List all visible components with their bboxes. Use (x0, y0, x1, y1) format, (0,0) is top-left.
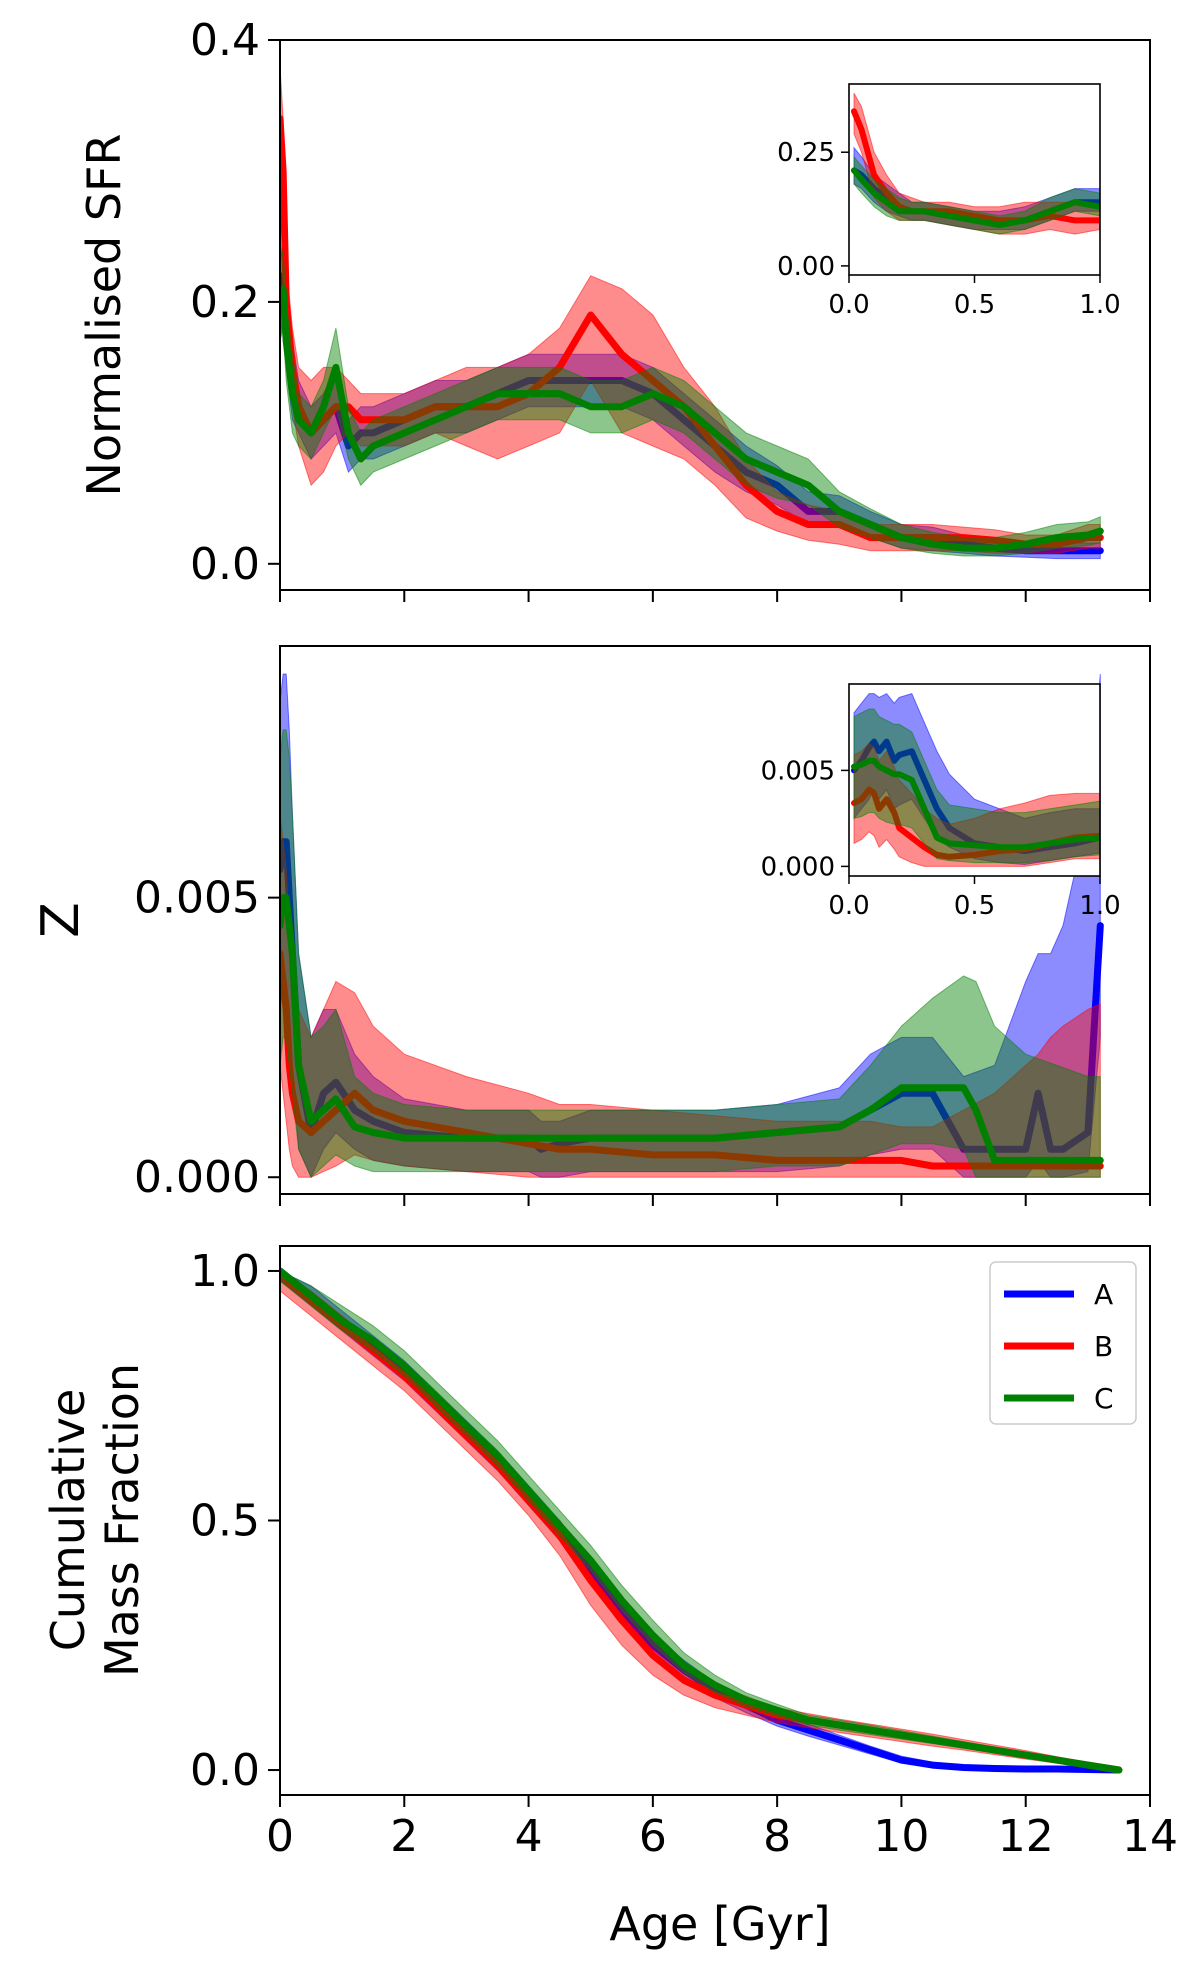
y-tick-label: 0.2 (190, 277, 260, 328)
inset-x-tick-label: 0.0 (828, 290, 869, 320)
legend-label-C: C (1094, 1382, 1114, 1415)
y-tick-label: 0.000 (134, 1152, 260, 1203)
inset-y-tick-label: 0.000 (761, 852, 835, 882)
legend-label-A: A (1094, 1278, 1113, 1311)
x-tick-label: 14 (1122, 1811, 1178, 1862)
series-line-C (280, 285, 1104, 552)
y-axis-label-line: Normalised SFR (77, 134, 131, 497)
inset-band-A (853, 692, 1100, 866)
y-axis-label-line: Cumulative (41, 1389, 95, 1652)
series-band-B (280, 66, 1101, 554)
x-tick-label: 6 (639, 1811, 667, 1862)
y-tick-label: 0.4 (190, 15, 260, 66)
x-tick-label: 0 (266, 1811, 294, 1862)
cumulative-mass-panel: 0 2 4 6 8 10 12 14 0.0 0.5 1.0 CumulativeMass Fract… (41, 1245, 1178, 1862)
plot-area (280, 1267, 1123, 1774)
inset-x-tick-label: 0.5 (954, 290, 995, 320)
inset-line-C (851, 167, 1100, 228)
x-tick-label: 12 (998, 1811, 1054, 1862)
axes-frame (279, 39, 1151, 591)
inset: 0.0 0.5 1.0 0.000 0.005 (761, 683, 1121, 921)
x-tick-label: 10 (873, 1811, 929, 1862)
inset: 0.0 0.5 1.0 0.00 0.25 (777, 83, 1121, 320)
inset-y-tick-label: 0.25 (777, 138, 835, 168)
inset-y-tick-label: 0.00 (777, 252, 835, 282)
inset-background (849, 84, 1100, 275)
inset-line-C (851, 757, 1100, 851)
plot-area (280, 66, 1104, 560)
inset-x-tick-label: 1.0 (1079, 290, 1120, 320)
y-tick-label: 0.5 (190, 1496, 260, 1547)
sfr-panel: 0.0 0.2 0.4 Normalised SFR 0.0 0.5 1.0 0.00 0.25 (77, 15, 1151, 602)
metallicity-panel: 0.000 0.005 Z 0.0 0.5 1.0 0.000 0.005 (31, 645, 1151, 1206)
inset-x-tick-label: 0.5 (954, 891, 995, 921)
inset-plot-area (851, 692, 1100, 867)
y-axis-label-line: Mass Fraction (95, 1363, 149, 1677)
series-line-B (280, 950, 1104, 1170)
inset-y-tick-label: 0.005 (761, 756, 835, 786)
series-band-C (280, 729, 1101, 1179)
series-line-C (280, 1267, 1123, 1774)
inset-x-tick-label: 0.0 (828, 891, 869, 921)
inset-band-B (853, 742, 1100, 867)
x-tick-label: 2 (390, 1811, 418, 1862)
inset-plot-area (851, 92, 1100, 235)
y-tick-label: 1.0 (190, 1246, 260, 1297)
series-line-A (280, 1267, 1123, 1774)
axes-frame (279, 645, 1151, 1195)
legend-label-B: B (1094, 1330, 1113, 1363)
legend: ABC (989, 1261, 1137, 1425)
y-axis-label: Normalised SFR (77, 134, 131, 497)
x-axis-label: Age [Gyr] (609, 1897, 830, 1951)
series-band-C (280, 249, 1101, 557)
y-axis-label: CumulativeMass Fraction (41, 1363, 149, 1677)
series-line-B (280, 115, 1104, 548)
x-tick-label: 4 (515, 1811, 543, 1862)
plot-area (280, 673, 1104, 1179)
y-axis-label-line: Z (31, 902, 91, 938)
y-tick-label: 0.0 (190, 1745, 260, 1796)
y-tick-label: 0.0 (190, 539, 260, 590)
x-tick-label: 8 (763, 1811, 791, 1862)
y-axis-label: Z (31, 902, 91, 938)
inset-band-C (853, 708, 1100, 864)
y-tick-label: 0.005 (134, 873, 260, 924)
series-line-C (280, 894, 1104, 1164)
inset-x-tick-label: 1.0 (1079, 891, 1120, 921)
